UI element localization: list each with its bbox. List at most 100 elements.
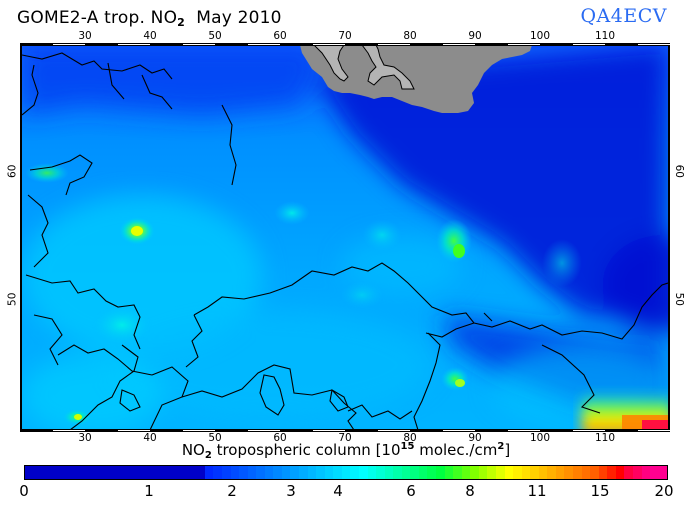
colorbar-segment [495, 466, 505, 479]
colorbar-tick-4: 4 [333, 482, 343, 500]
colorbar-segment [615, 466, 625, 479]
bottom-tick-50: 50 [208, 432, 222, 444]
colorbar-segment [376, 466, 385, 479]
colorbar-segment [93, 466, 103, 479]
axis-bar [377, 43, 410, 46]
colorbar-segment [170, 466, 180, 479]
axis-bar [410, 429, 443, 432]
axis-bar [345, 429, 378, 432]
colorbar-tick-6: 6 [406, 482, 416, 500]
colorbar-segment [281, 466, 291, 479]
axis-bar [605, 43, 638, 46]
left-tick-60: 60 [6, 164, 19, 178]
colorbar-segment [367, 466, 377, 479]
colorbar-segment [453, 466, 462, 479]
axis-bar [475, 43, 508, 46]
axis-bar [572, 43, 605, 46]
colorbar-tick-8: 8 [465, 482, 475, 500]
colorbar-segment [76, 466, 85, 479]
colorbar-segment [350, 466, 359, 479]
colorbar-segment [299, 466, 308, 479]
colorbar-segment [67, 466, 77, 479]
axis-bar [247, 429, 280, 432]
colorbar-segment [42, 466, 51, 479]
colorbar-segment [555, 466, 565, 479]
axis-bar [312, 429, 345, 432]
axis-bar [377, 429, 410, 432]
colorbar-segment [624, 466, 633, 479]
colorbar-segment [393, 466, 402, 479]
colorbar-segment [418, 466, 428, 479]
colorbar-tick-15: 15 [590, 482, 610, 500]
colorbar-segment [598, 466, 608, 479]
left-tick-50: 50 [6, 292, 19, 306]
top-tick-60: 60 [273, 30, 287, 42]
colorbar-segment [324, 466, 334, 479]
colorbar-segment [196, 466, 205, 479]
colorbar-segment [564, 466, 573, 479]
axis-bar [637, 429, 670, 432]
right-tick-60: 60 [672, 164, 685, 178]
axis-bar [85, 43, 118, 46]
colorbar-segment [110, 466, 120, 479]
axis-bar [312, 43, 345, 46]
colorbar-segment [341, 466, 351, 479]
axis-bar [20, 43, 53, 46]
top-tick-110: 110 [594, 30, 616, 42]
bottom-tick-70: 70 [338, 432, 352, 444]
no2-map [22, 45, 668, 430]
colorbar-segment [607, 466, 616, 479]
colorbar-segment [25, 466, 34, 479]
axis-bar [540, 43, 573, 46]
colorbar-segment [316, 466, 325, 479]
colorbar-segment [478, 466, 488, 479]
axis-bar [20, 429, 53, 432]
axis-bar [280, 429, 313, 432]
axis-bar [345, 43, 378, 46]
colorbar-segment [358, 466, 368, 479]
colorbar-segment [487, 466, 496, 479]
colorbar-segment [59, 466, 68, 479]
country-borders [22, 52, 668, 430]
axis-bar [117, 429, 150, 432]
top-tick-40: 40 [143, 30, 157, 42]
colorbar-title: NO2 tropospheric column [1015 molec./cm2… [181, 441, 511, 461]
top-tick-30: 30 [78, 30, 92, 42]
axis-bar [247, 43, 280, 46]
colorbar-segment [179, 466, 188, 479]
colorbar-segment [153, 466, 162, 479]
axis-bar [215, 43, 248, 46]
bottom-tick-110: 110 [594, 432, 616, 444]
colorbar-tick-3: 3 [286, 482, 296, 500]
right-tick-50: 50 [672, 292, 685, 306]
colorbar-tick-0: 0 [19, 482, 29, 500]
colorbar-segment [444, 466, 454, 479]
bottom-tick-40: 40 [143, 432, 157, 444]
colorbar-segment [632, 466, 642, 479]
colorbar-segment [204, 466, 214, 479]
bottom-tick-30: 30 [78, 432, 92, 444]
top-tick-90: 90 [468, 30, 482, 42]
colorbar-tick-11: 11 [527, 482, 547, 500]
colorbar-segment [273, 466, 282, 479]
top-tick-50: 50 [208, 30, 222, 42]
colorbar-segment [119, 466, 128, 479]
bottom-tick-80: 80 [403, 432, 417, 444]
colorbar-segment [264, 466, 274, 479]
bottom-tick-100: 100 [529, 432, 551, 444]
colorbar-segment [641, 466, 651, 479]
colorbar-segment [521, 466, 531, 479]
axis-bar [442, 43, 475, 46]
axis-bar [475, 429, 508, 432]
axis-bar [507, 429, 540, 432]
colorbar-segment [307, 466, 317, 479]
colorbar-segment [256, 466, 265, 479]
axis-bar [442, 429, 475, 432]
colorbar [24, 465, 668, 480]
axis-bar [52, 43, 85, 46]
colorbar-segment [33, 466, 43, 479]
colorbar-segment [436, 466, 445, 479]
colorbar-segment [384, 466, 394, 479]
axis-bar [410, 43, 443, 46]
colorbar-tick-2: 2 [227, 482, 237, 500]
